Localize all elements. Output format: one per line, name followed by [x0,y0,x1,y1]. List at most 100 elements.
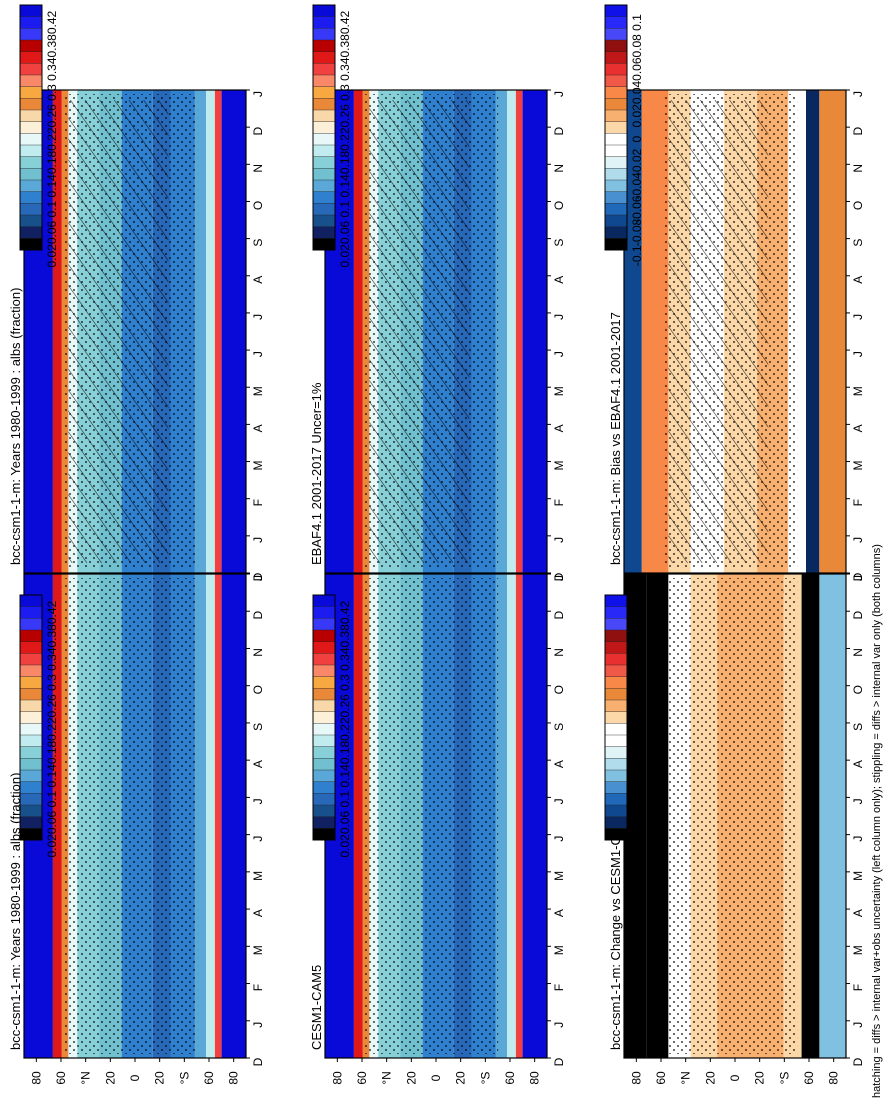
colorbar-swatch [19,594,43,608]
x-tick-label: N [552,648,566,657]
colorbar-swatch [19,746,43,759]
colorbar-tick-label: 0.26 [338,694,352,718]
colorbar-tick-label: -0.08 [630,809,644,837]
y-tick-label: 80 [528,1071,542,1085]
colorbar-1: 0.420.380.34 0.3 0.260.220.180.14 0.1 0.060.… [19,4,59,268]
colorbar-2: 0.420.380.34 0.3 0.260.220.180.14 0.1 0.060.… [312,4,352,268]
colorbar-tick-label: -0.1 [630,835,644,856]
colorbar-swatch [19,758,43,771]
colorbar-swatch [604,746,628,759]
x-tick-label: M [552,871,566,881]
colorbar-swatch [19,711,43,724]
heatmap-band [221,90,246,573]
x-tick-label: J [251,91,265,97]
x-tick-label: J [552,314,566,320]
colorbar-swatch [604,606,628,619]
colorbar-swatch [312,618,336,631]
colorbar-tick-label: 0.42 [45,600,59,624]
colorbar-swatch [604,804,628,818]
x-tick-label: O [251,201,265,210]
colorbar-tick-label: 0.18 [338,740,352,764]
x-tick-label: A [552,909,566,917]
colorbar-swatch [19,238,43,251]
chart-panel-2: EBAF4.1 2001-2017 Uncer=1%DJFMAMJJASONDJ… [309,89,566,600]
heatmap-band [801,574,820,1058]
colorbar-tick-label: 0.26 [338,104,352,128]
colorbar-swatch [604,203,628,216]
colorbar-tick-label: -0.08 [630,219,644,247]
colorbar-swatch [604,238,628,251]
x-tick-label: M [251,461,265,471]
heatmap-band [507,90,516,573]
colorbar-swatch [604,629,628,643]
colorbar-tick-label: 0.22 [338,127,352,151]
stippling-overlay [663,578,798,1054]
colorbar-swatch [19,156,43,169]
colorbar-frame [19,594,43,841]
colorbar-tick-label: 0.1 [630,14,644,31]
x-tick-label: O [552,685,566,694]
colorbar-tick-label: 0.1 [338,791,352,808]
colorbar-swatch [604,16,628,29]
x-tick-label: S [552,723,566,731]
colorbar-tick-label: 0.06 [45,810,59,834]
colorbar-tick-label: 0.06 [630,647,644,671]
colorbar-swatch [312,828,336,841]
heatmap-band [214,90,222,573]
colorbar-tick-label: 0.18 [45,740,59,764]
x-tick-label: D [851,126,865,135]
colorbar-swatch [604,758,628,771]
x-tick-label: F [552,984,566,991]
colorbar-frame [604,4,628,251]
x-tick-label: N [851,164,865,173]
heatmap-band [819,574,846,1058]
x-tick-label: M [851,945,865,955]
x-tick-label: D [552,611,566,620]
colorbar-tick-label: 0.22 [45,127,59,151]
colorbar-swatch [312,109,336,123]
x-tick-label: J [851,836,865,842]
colorbar-swatch [312,144,336,158]
colorbar-swatch [604,109,628,123]
colorbar-tick-label: 0.1 [630,604,644,621]
heatmap-band [495,90,507,573]
x-tick-label: J [851,351,865,357]
colorbar-swatch [19,816,43,829]
y-tick-label: 80 [227,1071,241,1085]
colorbar-swatch [604,641,628,654]
y-tick-label: 60 [355,1071,369,1085]
colorbar-swatch [19,226,43,239]
colorbar-swatch [312,214,336,228]
x-tick-label: F [851,984,865,991]
stippling-overlay [63,578,198,1054]
colorbar-tick-label: -0.04 [630,172,644,200]
x-tick-label: A [251,760,265,768]
y-tick-label: 80 [330,1071,344,1085]
colorbar-3: 0.1 0.080.060.040.02 0 -0.02-0.04-0.06-0.08… [604,4,644,266]
colorbar-tick-label: -0.02 [630,739,644,767]
colorbar-swatch [312,86,336,99]
heatmap-band [507,574,516,1058]
x-tick-label: D [251,1057,265,1066]
heatmap-band [515,574,523,1058]
x-tick-label: D [552,572,566,581]
stippling-overlay [364,578,499,1054]
colorbar-swatch [604,28,628,41]
colorbar-tick-label: 0.14 [45,764,59,788]
colorbar-tick-label: 0.38 [338,624,352,648]
colorbar-swatch [604,653,628,666]
x-tick-label: J [851,314,865,320]
colorbar-swatch [604,156,628,169]
x-tick-label: D [251,126,265,135]
colorbar-tick-label: 0.38 [338,34,352,58]
colorbar-swatch [312,653,336,666]
colorbar-swatch [604,133,628,146]
y-tick-label: °S [777,1072,791,1085]
x-tick-label: S [552,239,566,247]
colorbar-tick-label: 0.3 [338,674,352,691]
colorbar-swatch [604,214,628,228]
x-tick-label: J [552,91,566,97]
colorbar-swatch [604,734,628,748]
colorbar-swatch [312,191,336,204]
x-tick-label: F [251,984,265,991]
